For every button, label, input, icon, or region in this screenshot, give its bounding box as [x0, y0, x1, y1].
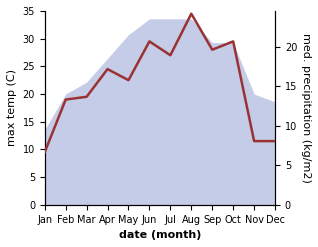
Y-axis label: max temp (C): max temp (C) — [7, 69, 17, 146]
Y-axis label: med. precipitation (kg/m2): med. precipitation (kg/m2) — [301, 33, 311, 183]
X-axis label: date (month): date (month) — [119, 230, 201, 240]
